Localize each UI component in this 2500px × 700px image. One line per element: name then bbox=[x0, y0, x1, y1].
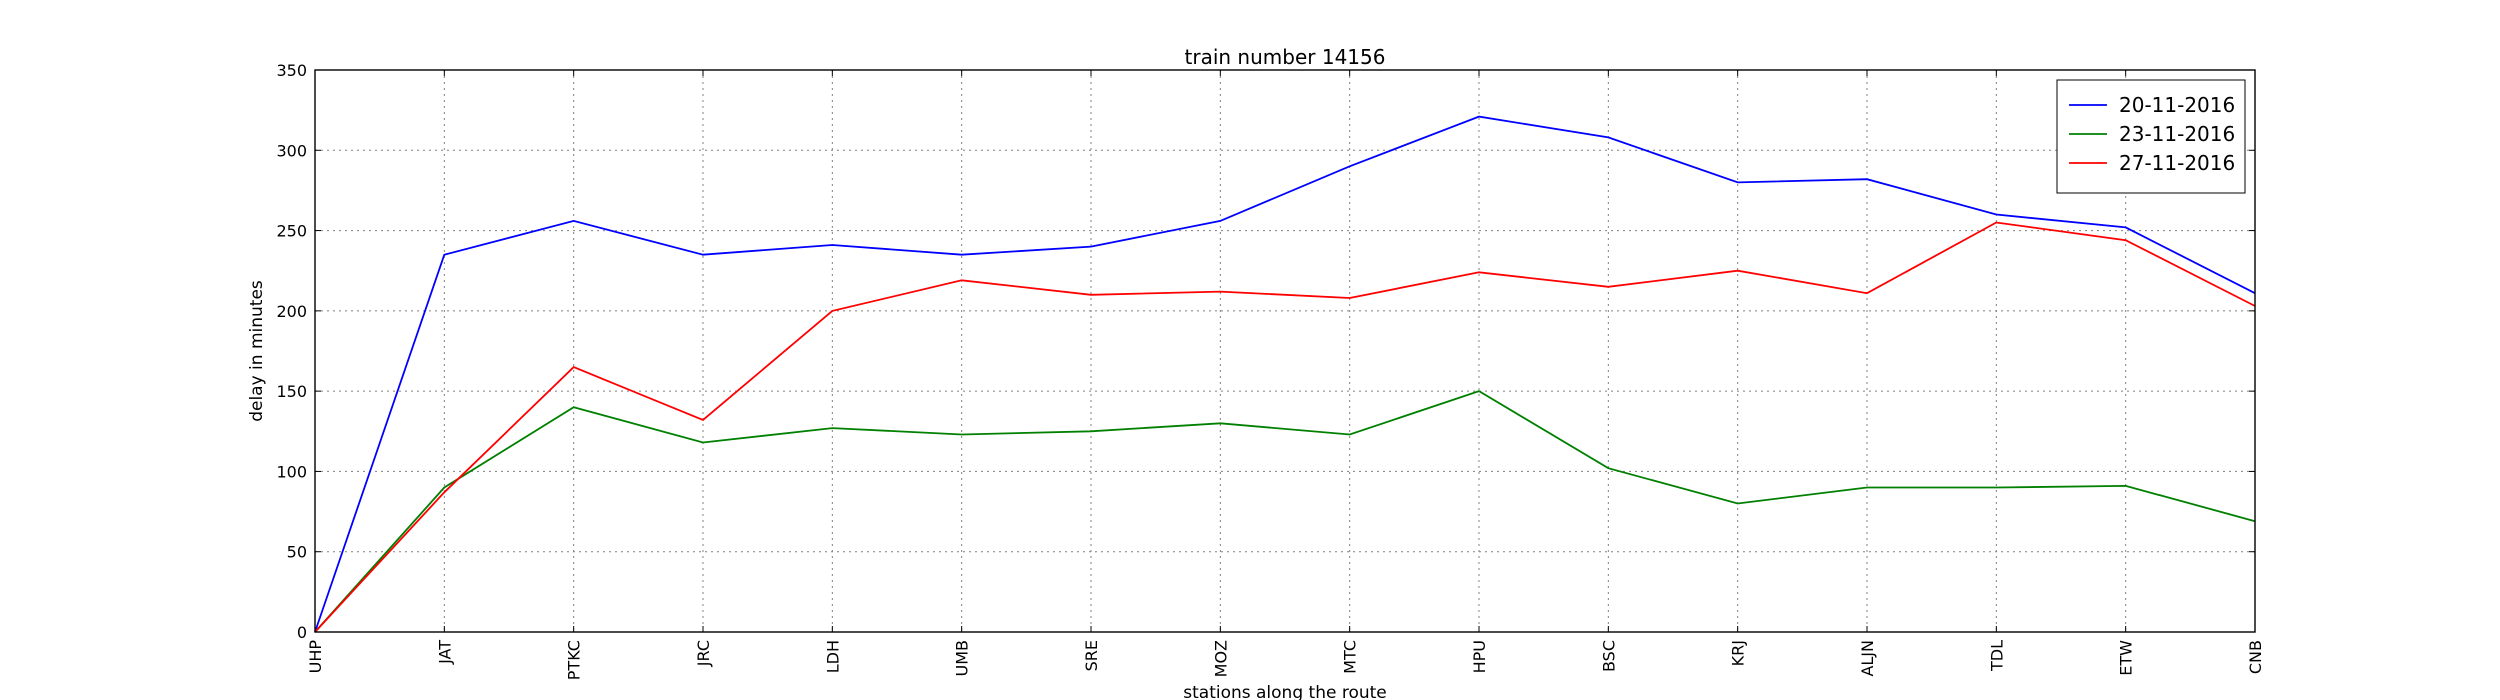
plot-frame bbox=[314, 69, 2256, 633]
x-tick-label: KRJ bbox=[1729, 640, 1748, 666]
x-tick-label: MTC bbox=[1341, 640, 1360, 674]
y-tick-label: 350 bbox=[276, 61, 307, 80]
y-tick-label: 0 bbox=[297, 623, 307, 642]
series-line-27-11-2016 bbox=[314, 221, 2256, 633]
x-tick-labels: UHP JAT PTKC JRC LDH UMB SRE MOZ MTC HPU BSC KRJ ALJ… bbox=[306, 640, 2265, 681]
y-tick-label: 200 bbox=[276, 302, 307, 321]
legend-entry: 27-11-2016 bbox=[2119, 151, 2235, 175]
x-tick-label: SRE bbox=[1082, 640, 1101, 671]
legend-entry: 23-11-2016 bbox=[2119, 122, 2235, 146]
x-tick-label: PTKC bbox=[565, 640, 584, 680]
y-tick-label: 250 bbox=[276, 222, 307, 241]
legend-entry: 20-11-2016 bbox=[2119, 93, 2235, 117]
x-tick-label: CNB bbox=[2246, 640, 2265, 674]
x-axis-label: stations along the route bbox=[1183, 683, 1387, 700]
x-tick-label: UHP bbox=[306, 640, 325, 674]
chart-title: train number 14156 bbox=[1185, 45, 1386, 69]
axis-ticks bbox=[314, 69, 2256, 633]
x-tick-label: JAT bbox=[435, 640, 454, 665]
legend: 20-11-2016 23-11-2016 27-11-2016 bbox=[2056, 79, 2246, 194]
x-tick-label: TDL bbox=[1987, 640, 2006, 672]
y-axis-label: delay in minutes bbox=[247, 280, 267, 422]
x-tick-label: LDH bbox=[823, 640, 842, 673]
y-tick-label: 100 bbox=[276, 462, 307, 481]
y-tick-label: 300 bbox=[276, 141, 307, 160]
series-line-23-11-2016 bbox=[314, 390, 2256, 633]
x-tick-label: ETW bbox=[2117, 640, 2136, 676]
series-line-20-11-2016 bbox=[314, 115, 2256, 633]
series-layer bbox=[314, 115, 2256, 633]
x-tick-label: JRC bbox=[694, 640, 713, 667]
x-tick-label: ALJN bbox=[1858, 640, 1877, 677]
y-tick-label: 150 bbox=[276, 382, 307, 401]
x-tick-label: BSC bbox=[1599, 640, 1618, 672]
x-tick-label: UMB bbox=[953, 640, 972, 677]
grid-lines bbox=[315, 70, 2255, 632]
x-tick-label: HPU bbox=[1470, 640, 1489, 673]
x-tick-label: MOZ bbox=[1211, 640, 1230, 677]
legend-box bbox=[2056, 79, 2246, 194]
y-tick-labels: 0 50 100 150 200 250 300 350 bbox=[276, 61, 307, 642]
y-tick-label: 50 bbox=[287, 543, 307, 562]
